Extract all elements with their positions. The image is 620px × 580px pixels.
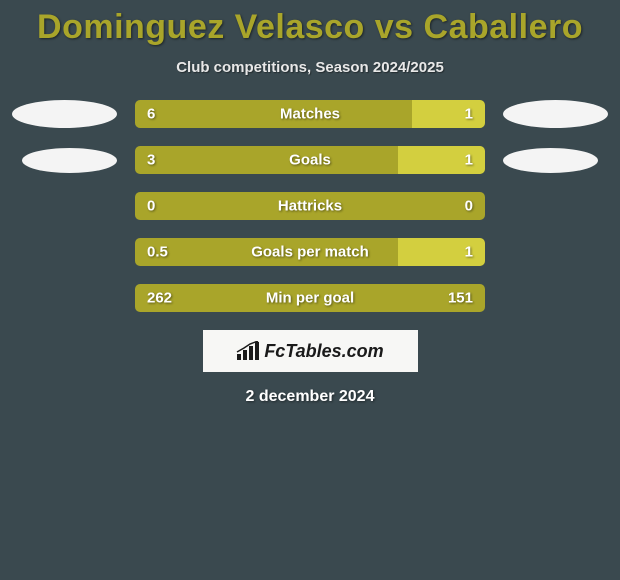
stat-value-right: 151	[448, 290, 473, 307]
stat-value-left: 0	[147, 198, 155, 215]
player-badge-left	[12, 100, 117, 128]
stat-row: 0.5 Goals per match 1	[0, 238, 620, 266]
comparison-infographic: Dominguez Velasco vs Caballero Club comp…	[0, 0, 620, 406]
stat-row: 6 Matches 1	[0, 100, 620, 128]
stat-value-left: 262	[147, 290, 172, 307]
stat-value-right: 1	[465, 152, 473, 169]
stat-value-left: 3	[147, 152, 155, 169]
stat-metric-label: Goals	[289, 152, 331, 169]
page-title: Dominguez Velasco vs Caballero	[0, 8, 620, 47]
stat-bar: 3 Goals 1	[135, 146, 485, 174]
stat-row: 0 Hattricks 0	[0, 192, 620, 220]
stat-row: 3 Goals 1	[0, 146, 620, 174]
stat-value-right: 1	[465, 106, 473, 123]
stat-bar: 6 Matches 1	[135, 100, 485, 128]
stat-metric-label: Goals per match	[251, 244, 369, 261]
bar-chart-icon	[236, 341, 260, 361]
player-badge-right	[503, 100, 608, 128]
date-label: 2 december 2024	[0, 388, 620, 406]
stat-value-left: 6	[147, 106, 155, 123]
stat-rows: 6 Matches 1 3 Goals 1 0 Hattricks 0 0.5 Goals per …	[0, 100, 620, 312]
logo-text: FcTables.com	[264, 341, 383, 362]
stat-value-right: 1	[465, 244, 473, 261]
subtitle: Club competitions, Season 2024/2025	[0, 59, 620, 76]
stat-value-right: 0	[465, 198, 473, 215]
player-badge-left	[22, 148, 117, 173]
stat-row: 262 Min per goal 151	[0, 284, 620, 312]
stat-bar: 262 Min per goal 151	[135, 284, 485, 312]
stat-bar-right-fill	[412, 100, 486, 128]
player-badge-right	[503, 148, 598, 173]
logo-box: FcTables.com	[203, 330, 418, 372]
stat-metric-label: Min per goal	[266, 290, 354, 307]
stat-bar: 0 Hattricks 0	[135, 192, 485, 220]
stat-metric-label: Matches	[280, 106, 340, 123]
stat-bar: 0.5 Goals per match 1	[135, 238, 485, 266]
stat-metric-label: Hattricks	[278, 198, 342, 215]
stat-value-left: 0.5	[147, 244, 168, 261]
